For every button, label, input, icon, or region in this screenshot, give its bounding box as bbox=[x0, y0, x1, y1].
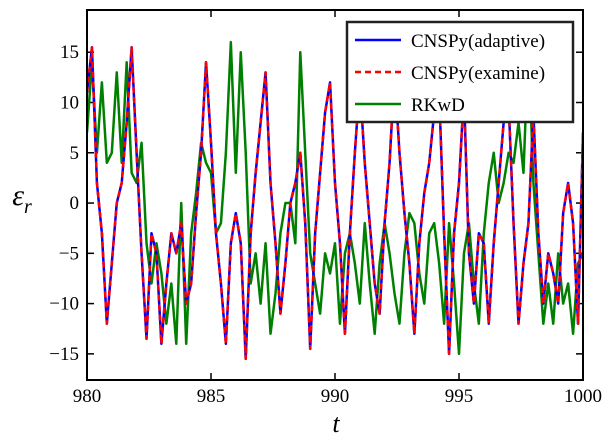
legend-label: CNSPy(adaptive) bbox=[411, 31, 545, 52]
y-tick-label: −15 bbox=[49, 344, 79, 365]
legend-label: CNSPy(examine) bbox=[411, 63, 545, 84]
x-tick-label: 995 bbox=[445, 386, 474, 407]
x-tick-label: 985 bbox=[197, 386, 226, 407]
x-tick-label: 1000 bbox=[564, 386, 602, 407]
x-tick-label: 990 bbox=[321, 386, 350, 407]
y-tick-label: 10 bbox=[60, 93, 79, 114]
legend-label: RKwD bbox=[411, 95, 465, 116]
y-tick-label: 5 bbox=[70, 143, 80, 164]
y-axis-label-sub: r bbox=[24, 196, 32, 218]
series-line bbox=[87, 40, 583, 356]
legend-box bbox=[345, 20, 575, 124]
y-tick-label: 0 bbox=[70, 193, 80, 214]
x-axis-label: t bbox=[332, 409, 340, 438]
y-tick-label: −5 bbox=[59, 243, 79, 264]
y-axis-label-main: ε bbox=[12, 179, 24, 212]
y-axis-label: εr bbox=[12, 179, 32, 218]
y-tick-label: −10 bbox=[49, 294, 79, 315]
series-line bbox=[87, 45, 583, 361]
y-tick-label: 15 bbox=[60, 42, 79, 63]
x-tick-label: 980 bbox=[73, 386, 102, 407]
plot-frame bbox=[86, 9, 584, 381]
